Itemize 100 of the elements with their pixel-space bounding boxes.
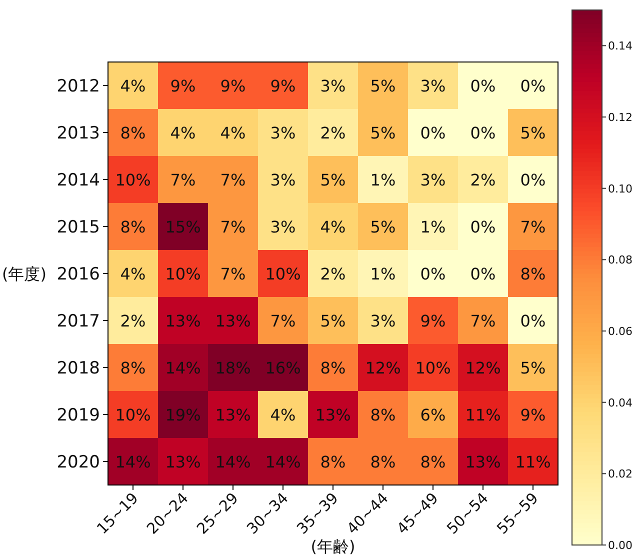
color-bar-label: 0.06: [608, 325, 632, 338]
y-tick-label: 2014: [56, 170, 100, 190]
data-label: 8%: [320, 358, 346, 378]
data-label: 7%: [520, 218, 546, 236]
data-label: 5%: [370, 124, 396, 142]
data-label: 9%: [420, 312, 446, 330]
data-label: 15%: [165, 218, 201, 236]
data-label: 2%: [120, 312, 146, 330]
data-label: 4%: [170, 124, 196, 142]
data-label: 4%: [270, 406, 296, 424]
color-bar-label: 0.14: [608, 40, 632, 53]
data-label: 4%: [320, 218, 346, 236]
data-label: 8%: [370, 406, 396, 424]
data-label: 3%: [270, 218, 296, 236]
data-label: 3%: [370, 312, 396, 330]
data-label: 9%: [170, 76, 196, 96]
y-tick-label: 2016: [56, 264, 100, 284]
color-bar-label: 0.12: [608, 111, 632, 124]
data-label: 8%: [120, 218, 146, 236]
data-label: 13%: [215, 312, 251, 330]
data-label: 6%: [420, 406, 446, 424]
data-label: 4%: [120, 76, 146, 96]
data-label: 10%: [265, 264, 301, 284]
data-label: 10%: [115, 170, 151, 190]
data-label: 0%: [470, 264, 496, 284]
data-label: 13%: [165, 452, 201, 472]
data-label: 13%: [315, 406, 351, 424]
color-bar-label: 0.04: [608, 396, 632, 410]
data-label: 0%: [470, 124, 496, 142]
data-label: 0%: [520, 76, 546, 96]
data-label: 7%: [170, 170, 196, 190]
data-label: 0%: [520, 170, 546, 190]
data-label: 1%: [370, 264, 396, 284]
data-label: 7%: [470, 312, 496, 330]
data-label: 8%: [420, 452, 446, 472]
y-tick-label: 2020: [56, 452, 100, 472]
data-label: 12%: [365, 358, 401, 378]
data-label: 16%: [265, 358, 301, 378]
data-label: 10%: [415, 358, 451, 378]
data-label: 14%: [215, 452, 251, 472]
color-bar-label: 0.08: [608, 254, 632, 267]
color-bar-label: 0.00: [608, 539, 632, 552]
data-label: 9%: [520, 406, 546, 424]
data-label: 3%: [420, 170, 446, 190]
data-label: 10%: [115, 406, 151, 424]
data-label: 10%: [165, 264, 201, 284]
x-axis-title: (年齢): [310, 537, 356, 556]
y-tick-label: 2012: [56, 76, 100, 96]
data-label: 2%: [320, 264, 346, 284]
data-label: 19%: [165, 406, 201, 424]
data-label: 5%: [520, 124, 546, 142]
data-label: 9%: [270, 76, 296, 96]
y-tick-label: 2018: [56, 358, 100, 378]
data-label: 7%: [220, 218, 246, 236]
data-label: 8%: [120, 124, 146, 142]
data-label: 8%: [320, 452, 346, 472]
color-bar-label: 0.02: [608, 468, 632, 481]
data-label: 5%: [320, 312, 346, 330]
data-label: 8%: [120, 358, 146, 378]
data-label: 11%: [465, 406, 501, 424]
y-tick-label: 2019: [56, 406, 100, 426]
data-label: 2%: [320, 124, 346, 142]
y-tick-label: 2013: [56, 124, 100, 144]
data-label: 14%: [115, 452, 151, 472]
data-label: 18%: [215, 358, 251, 378]
data-label: 3%: [270, 170, 296, 190]
color-bar-label: 0.10: [608, 182, 632, 196]
data-label: 1%: [420, 218, 446, 236]
data-label: 7%: [220, 264, 246, 284]
data-label: 3%: [320, 76, 346, 96]
data-label: 0%: [520, 312, 546, 330]
data-label: 5%: [520, 358, 546, 378]
data-label: 3%: [420, 76, 446, 96]
data-label: 12%: [465, 358, 501, 378]
data-label: 5%: [370, 76, 396, 96]
data-label: 8%: [370, 452, 396, 472]
data-label: 3%: [270, 124, 296, 142]
y-tick-label: 2017: [56, 312, 100, 332]
data-label: 7%: [220, 170, 246, 190]
data-label: 13%: [215, 406, 251, 424]
data-label: 1%: [370, 170, 396, 190]
y-tick-label: 2015: [56, 218, 100, 238]
data-label: 5%: [370, 218, 396, 236]
data-label: 5%: [320, 170, 346, 190]
data-label: 9%: [220, 76, 246, 96]
data-label: 13%: [465, 452, 501, 472]
data-label: 0%: [470, 76, 496, 96]
data-label: 0%: [420, 264, 446, 284]
data-label: 13%: [165, 312, 201, 330]
data-label: 14%: [165, 358, 201, 378]
data-label: 4%: [120, 264, 146, 284]
data-label: 0%: [420, 124, 446, 142]
data-label: 2%: [470, 170, 496, 190]
y-axis-title: (年度): [2, 264, 46, 284]
data-label: 8%: [520, 264, 546, 284]
data-label: 7%: [270, 312, 296, 330]
data-label: 11%: [515, 452, 551, 472]
data-label: 0%: [470, 218, 496, 236]
data-label: 14%: [265, 452, 301, 472]
data-label: 4%: [220, 124, 246, 142]
